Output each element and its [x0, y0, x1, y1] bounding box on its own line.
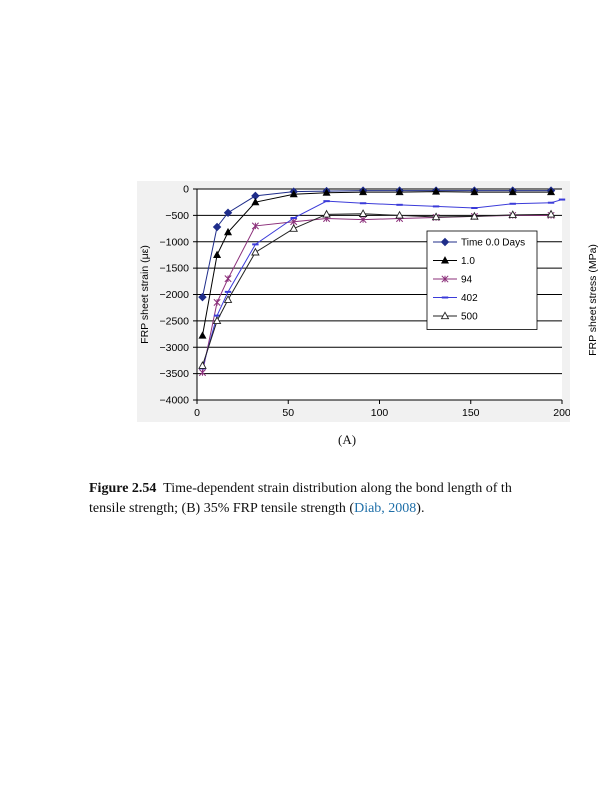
- data-point: [213, 250, 222, 258]
- x-tick-label: 200: [553, 407, 570, 419]
- panel-label: (A): [338, 432, 357, 447]
- data-point: [432, 187, 441, 195]
- series-line: [201, 213, 552, 366]
- legend-item-4: 500: [433, 311, 478, 323]
- data-point: [359, 187, 368, 196]
- x-tick-label: 100: [371, 407, 389, 419]
- legend-item-1: 1.0: [433, 256, 475, 267]
- data-point: [198, 369, 207, 377]
- legend-marker: [440, 311, 450, 320]
- data-point: [359, 216, 367, 224]
- chart-panel: 0 −500 −1000 −1500 −2000 −2500 −3000 −3500 −4000…: [137, 181, 570, 422]
- figure-caption: Figure 2.54 Time-dependent strain distri…: [89, 479, 599, 519]
- x-tick-label: 150: [462, 407, 480, 419]
- legend-marker: [440, 237, 450, 247]
- data-point: [395, 210, 404, 219]
- caption-line-2-start: tensile strength; (B) 35% FRP tensile st…: [89, 501, 355, 516]
- data-point: [198, 292, 207, 302]
- data-point: [395, 187, 404, 196]
- x-tick-label: 50: [282, 407, 294, 419]
- data-point: [198, 331, 207, 339]
- series-3: [199, 198, 566, 370]
- data-point: [508, 210, 517, 218]
- legend-label: Time 0.0 Days: [461, 238, 525, 249]
- y-tick-label: −1000: [160, 236, 190, 248]
- data-point: [508, 187, 517, 196]
- y-tick-label: 0: [183, 184, 189, 196]
- caption-line-2-end: ).: [416, 501, 425, 516]
- data-point: [289, 189, 298, 198]
- data-point: [251, 197, 260, 206]
- legend-marker: [440, 256, 450, 264]
- legend-item-2: 94: [433, 275, 473, 286]
- caption-label: Figure 2.54: [89, 481, 157, 496]
- data-point: [224, 227, 233, 236]
- data-point: [322, 188, 331, 196]
- legend-item-0: Time 0.0 Days: [433, 238, 525, 249]
- data-point: [224, 275, 232, 283]
- data-point: [289, 223, 298, 232]
- data-point: [431, 212, 441, 221]
- data-point: [470, 211, 479, 220]
- y-tick-label: −500: [165, 210, 189, 222]
- data-point: [470, 187, 479, 196]
- y-tick-label: −2000: [160, 289, 190, 301]
- caption-line-1: Time-dependent strain distribution along…: [163, 481, 512, 496]
- data-point: [213, 298, 221, 306]
- strain-chart: 0 −500 −1000 −1500 −2000 −2500 −3000 −3500 −4000…: [139, 184, 570, 420]
- data-point: [212, 222, 222, 232]
- legend-label: 1.0: [461, 256, 475, 267]
- series-4: [198, 209, 556, 369]
- legend-label: 500: [461, 312, 478, 323]
- y-tick-label: −4000: [160, 395, 190, 407]
- data-point: [223, 295, 233, 303]
- y-tick-label: −3000: [160, 342, 190, 354]
- y-tick-label: −2500: [160, 315, 190, 327]
- series-line: [201, 191, 552, 336]
- data-point: [198, 361, 207, 369]
- data-point: [322, 209, 331, 218]
- data-point: [251, 247, 260, 256]
- right-y-axis-label: FRP sheet stress (MPa): [587, 244, 599, 356]
- legend-label: 94: [461, 275, 473, 286]
- data-point: [546, 209, 556, 218]
- legend-marker: [441, 275, 449, 283]
- x-tick-label: 0: [194, 407, 200, 419]
- legend-label: 402: [461, 293, 478, 304]
- data-point: [547, 187, 556, 196]
- data-point: [223, 208, 233, 217]
- data-point: [212, 316, 222, 325]
- y-tick-label: −1500: [160, 263, 190, 275]
- data-point: [251, 222, 259, 230]
- y-tick-label: −3500: [160, 368, 190, 380]
- legend-item-3: 402: [433, 293, 478, 304]
- right-axis-title: FRP sheet stress (MPa): [584, 200, 599, 400]
- series-1: [198, 187, 556, 339]
- caption-citation-link[interactable]: Diab, 2008: [354, 501, 417, 516]
- y-axis-label: FRP sheet strain (με): [139, 245, 151, 344]
- data-point: [358, 209, 368, 217]
